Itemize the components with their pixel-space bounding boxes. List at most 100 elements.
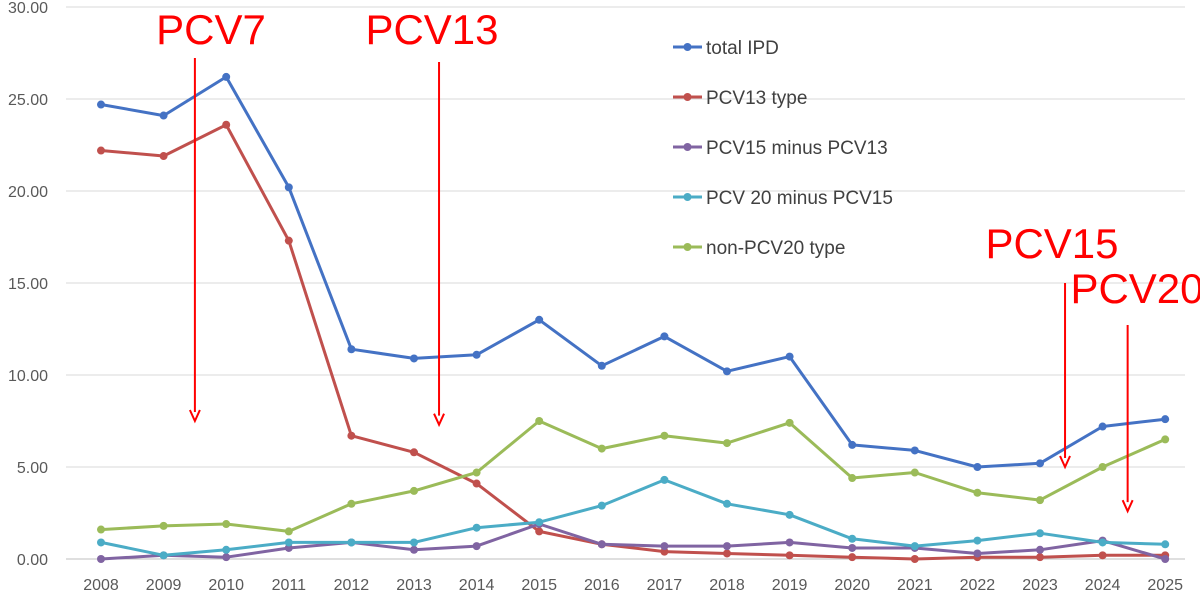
data-point [347,499,356,508]
data-point [97,146,105,155]
data-point [848,543,857,552]
x-tick-label: 2025 [1147,577,1183,594]
x-tick-label: 2020 [834,577,870,594]
data-point [660,542,669,551]
y-tick-label: 5.00 [17,460,48,477]
series-line [100,75,1166,469]
x-tick-label: 2018 [709,577,745,594]
legend-item: total IPD [673,38,779,59]
data-point [222,553,231,562]
data-point [97,525,105,534]
x-tick-label: 2009 [146,577,182,594]
x-tick-label: 2017 [647,577,683,594]
x-tick-label: 2022 [960,577,996,594]
data-point [723,367,731,376]
data-point [410,448,418,457]
x-tick-label: 2016 [584,577,620,594]
data-point [723,549,731,558]
data-point [723,542,731,551]
data-point [535,527,544,536]
data-point [222,72,231,81]
x-tick-label: 2010 [208,577,244,594]
y-axis-ticks: 0.00 5.00 10.00 15.00 20.00 25.00 30.00 [8,0,48,569]
x-tick-label: 2008 [83,577,119,594]
data-point [1098,538,1107,547]
data-point [159,551,168,560]
data-point [97,555,105,563]
y-tick-label: 15.00 [8,276,48,293]
annotation-pcv20: PCV20 [1070,265,1200,514]
annotation-label: PCV15 [985,220,1118,267]
y-tick-label: 20.00 [8,184,48,201]
annotation-label: PCV13 [365,6,498,53]
data-point [723,499,731,508]
annotation-pcv15: PCV15 [985,220,1119,470]
data-point [410,545,418,554]
data-point [973,488,982,497]
annotation-arrow-head [1121,499,1134,514]
data-point [660,547,669,556]
data-point [472,523,481,532]
data-point [660,332,669,341]
data-point [472,350,481,359]
data-point [785,538,794,547]
annotation-pcv7: PCV7 [156,6,266,424]
legend: total IPD PCV13 type PCV15 minus PCV13 PCV … [673,38,893,259]
data-point [848,474,857,483]
data-point [910,542,919,551]
data-point [222,520,231,529]
data-point [284,538,293,547]
legend-item: non-PCV20 type [673,238,845,259]
data-point [159,111,168,120]
series-pcv-20-minus-pcv15 [97,475,1170,560]
data-point [1098,551,1107,560]
data-point [848,534,857,543]
data-point [347,431,356,440]
data-point [1161,435,1170,444]
x-tick-label: 2013 [396,577,432,594]
data-point [848,440,857,449]
data-point [472,542,481,551]
legend-label: total IPD [706,38,779,59]
series-group [97,72,1170,563]
annotation-label: PCV20 [1070,265,1200,312]
legend-label: non-PCV20 type [706,238,845,259]
data-point [159,521,168,530]
legend-swatch-marker [683,243,692,251]
data-point [660,431,669,440]
data-point [910,555,919,563]
x-tick-label: 2012 [334,577,370,594]
data-point [284,236,293,245]
series-total-ipd [97,72,1170,471]
legend-item: PCV15 minus PCV13 [673,138,888,159]
data-point [1161,415,1170,424]
data-point [284,183,293,192]
data-point [723,439,731,448]
x-axis-ticks: 2008 2009 2010 2011 2012 2013 2014 2015 2016 2017… [83,577,1183,594]
data-point [535,518,544,527]
annotation-arrow-head [188,409,201,424]
data-point [910,468,919,477]
y-tick-label: 10.00 [8,368,48,385]
legend-item: PCV13 type [673,88,807,109]
legend-label: PCV15 minus PCV13 [706,138,888,159]
data-point [284,527,293,536]
data-point [1036,459,1044,468]
y-tick-label: 25.00 [8,92,48,109]
series-line [100,478,1166,557]
y-tick-label: 0.00 [17,552,48,569]
data-point [1161,540,1170,549]
data-point [1036,553,1044,562]
annotation-label: PCV7 [156,6,266,53]
data-point [973,549,982,558]
data-point [222,120,231,129]
series-line [100,522,1166,561]
data-point [597,444,606,453]
data-point [535,417,544,425]
legend-label: PCV 20 minus PCV15 [706,188,893,209]
data-point [410,354,418,363]
data-point [1036,496,1044,505]
data-point [973,536,982,545]
x-tick-label: 2023 [1022,577,1058,594]
